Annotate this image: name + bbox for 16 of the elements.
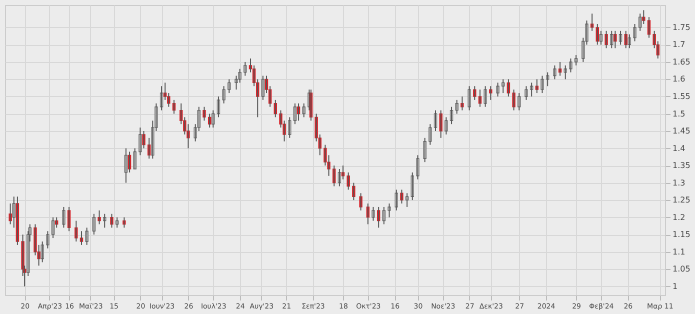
y-tick-label: 1.25 (672, 196, 690, 205)
y-tick-label: 1.2 (672, 212, 686, 222)
y-tick-label: 1.5 (672, 109, 686, 118)
y-tick-label: 1.15 (672, 230, 690, 240)
y-tick-label: 1.65 (672, 57, 690, 66)
y-tick-label: 1.45 (672, 126, 690, 136)
y-tick-label: 1.3 (672, 178, 686, 188)
y-tick-label: 1.35 (672, 161, 690, 170)
y-tick-label: 1.75 (672, 22, 690, 32)
y-tick-label: 1.55 (672, 92, 690, 101)
y-tick-label: 1.6 (672, 74, 686, 84)
y-tick-label: 1 (672, 282, 678, 291)
y-tick-label: 1.4 (672, 144, 686, 153)
y-tick-label: 1.05 (672, 264, 690, 274)
y-tick-label: 1.7 (672, 40, 686, 50)
y-tick-label: 1.1 (672, 247, 686, 256)
